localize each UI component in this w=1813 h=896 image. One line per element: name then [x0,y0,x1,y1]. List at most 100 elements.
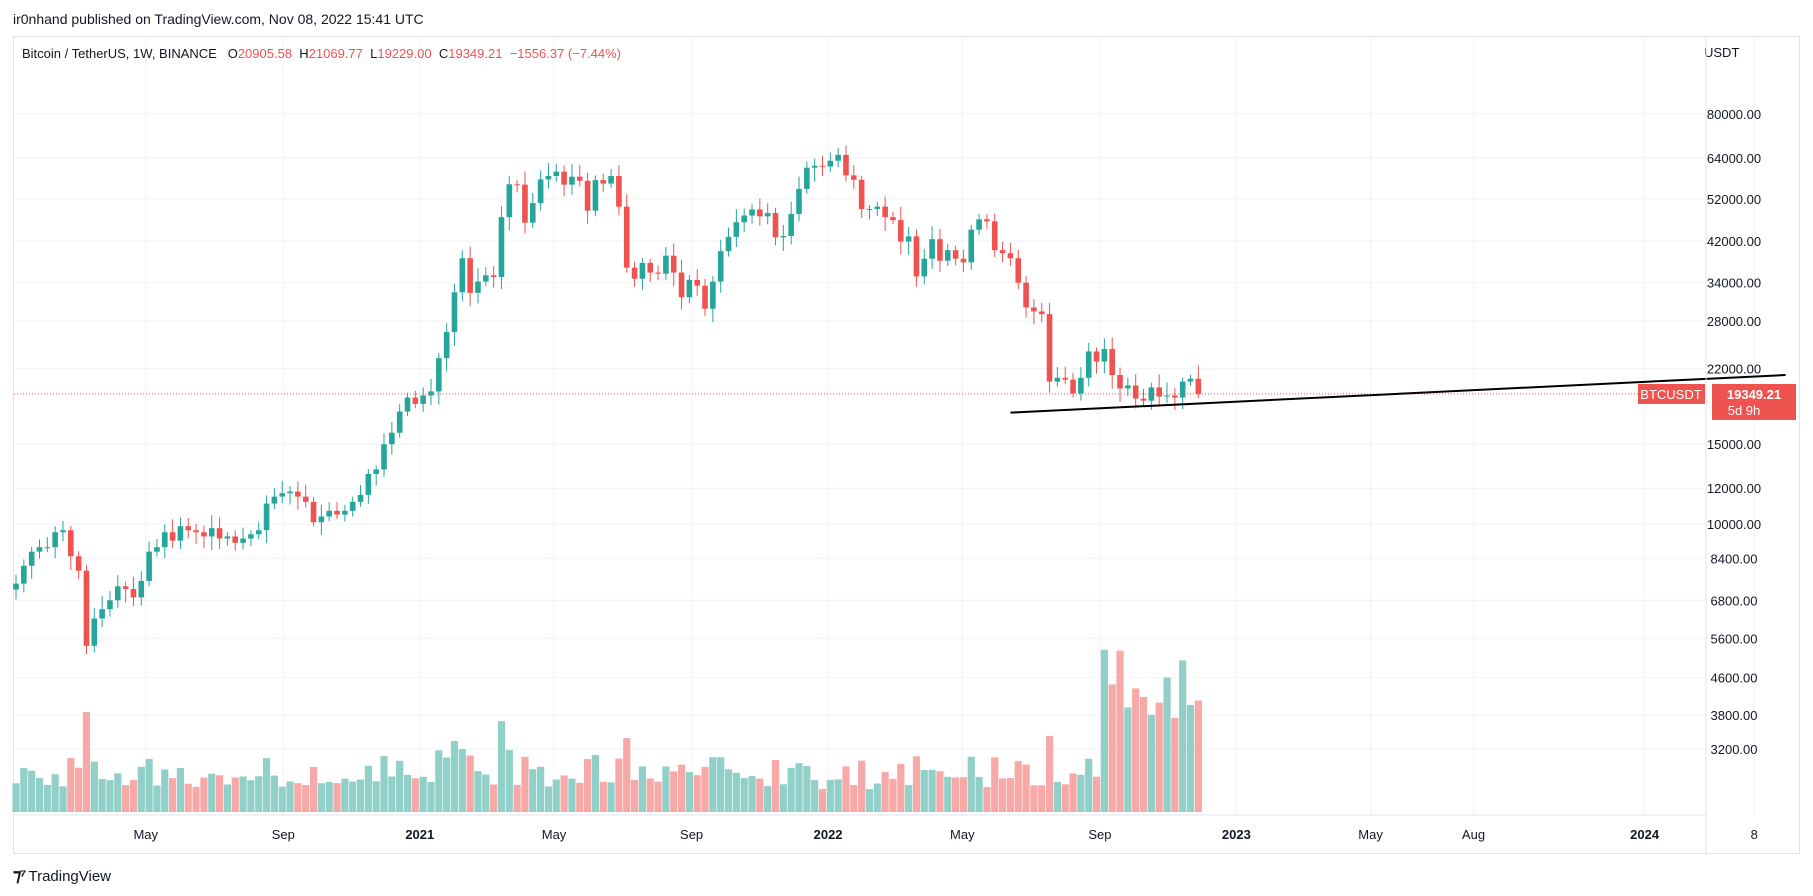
candle-body [412,397,419,404]
brand-name: TradingView [28,867,112,885]
candle-body [1070,379,1076,394]
candle-body [21,565,27,584]
tradingview-logo[interactable]: ⁊⁷ TradingView [13,866,111,886]
volume-bar [1194,700,1202,812]
volume-bar [599,781,607,812]
x-tick-label: Sep [680,827,703,842]
volume-bar [239,776,247,812]
candle-body [819,165,826,167]
volume-bar [1116,650,1124,812]
chart-panel[interactable] [13,36,1800,854]
candle-body [968,229,975,263]
high-label: H [299,46,309,61]
volume-bar [255,776,263,812]
volume-bar [1038,785,1046,812]
volume-bar [67,758,75,812]
candle-body [1007,253,1014,259]
candle-body [216,528,223,539]
volume-bar [474,771,482,812]
volume-bar [764,786,772,812]
candle-body [1109,349,1115,376]
x-tick-label: Sep [1088,827,1111,842]
volume-bar [662,766,670,812]
candle-body [1031,307,1037,312]
y-tick-label: 15000.00 [1707,437,1761,452]
y-tick-label: 42000.00 [1707,234,1761,249]
y-tick-label: 8400.00 [1711,552,1758,567]
volume-bar [122,785,130,812]
candle-body [741,215,747,223]
volume-bar [544,786,553,812]
volume-bar [897,763,905,812]
candle-body [404,397,411,412]
candle-body [1179,381,1186,398]
volume-bar [161,769,169,812]
symbol-label[interactable]: Bitcoin / TetherUS, 1W, BINANCE [22,46,217,61]
volume-bar [286,781,294,812]
volume-bar [724,769,733,812]
volume-bar [309,766,318,812]
candle-body [733,222,740,237]
volume-bar [779,784,787,812]
volume-bar [967,756,975,812]
candle-body [138,580,145,598]
volume-bar [1132,688,1140,812]
symbol-badge-text: BTCUSDT [1640,387,1701,402]
candle-body [349,501,356,511]
candle-body [68,530,74,557]
volume-bar [615,758,623,812]
volume-bar [443,757,451,812]
volume-bar [1061,784,1069,812]
volume-bar [1045,735,1054,812]
volume-bar [497,721,506,812]
volume-bar [701,766,709,812]
candle-body [436,358,442,392]
candle-body [224,536,231,539]
candle-body [710,281,716,309]
y-unit-label: USDT [1704,45,1739,60]
volume-bar [90,761,98,812]
candle-body [944,250,951,261]
volume-bar [709,757,717,812]
candle-body [1062,377,1069,380]
candle-body [772,213,779,238]
volume-bar [349,781,357,812]
volume-bar [1186,704,1195,812]
volume-bar [693,775,701,812]
candle-body [318,516,325,523]
x-tick-label: May [542,827,567,842]
close-label: C [438,46,449,61]
candle-body [529,203,536,223]
volume-bar [983,787,991,812]
candle-body [420,395,426,404]
volume-bar [991,757,999,812]
volume-bar [231,777,239,812]
candle-body [201,532,207,537]
volume-bar [1155,702,1163,812]
candle-body [960,258,967,263]
volume-bar [356,779,365,812]
volume-bar [1139,697,1148,812]
candle-body [796,188,802,214]
candle-body [553,171,560,177]
candle-body [389,432,395,445]
candle-body [122,586,129,590]
candle-body [592,180,599,211]
volume-bar [787,767,795,812]
candle-body [1195,378,1202,394]
volume-bar [607,782,615,812]
volume-bar [818,788,827,812]
volume-bar [1100,649,1108,812]
candle-body [396,411,403,433]
candle-body [717,251,724,282]
candle-body [851,175,857,180]
volume-bar [20,767,28,812]
candle-body [929,239,935,259]
y-tick-label: 22000.00 [1707,362,1761,377]
volume-bar [591,755,600,812]
volume-bar [944,776,952,812]
volume-bar [1085,758,1093,812]
volume-bar [317,783,325,812]
candle-body [991,221,998,251]
